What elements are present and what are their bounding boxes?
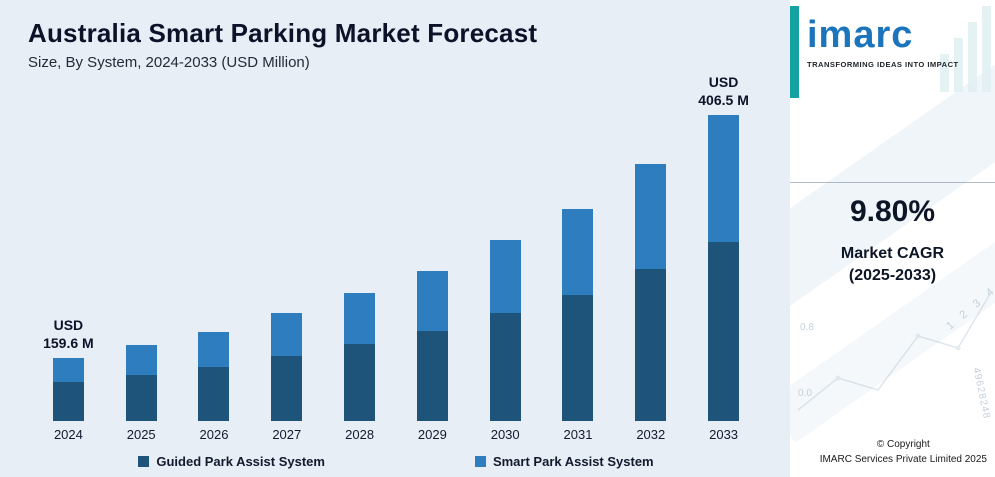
bar-segment (198, 332, 230, 368)
decorative-value: 0.8 (800, 322, 814, 333)
bar-column: USD 406.5 M (687, 71, 760, 422)
bar-segment (635, 269, 667, 422)
bar-segment (344, 344, 376, 422)
bar-column (250, 71, 323, 422)
copyright-notice: © Copyright IMARC Services Private Limit… (820, 437, 987, 467)
bar-column (323, 71, 396, 422)
bar-segment (489, 240, 521, 314)
stacked-bar (198, 332, 230, 422)
x-axis-label: 2032 (636, 427, 666, 443)
x-axis-label: 2024 (53, 427, 83, 443)
cagr-block: 9.80% Market CAGR (2025-2033) (790, 182, 995, 288)
bar-segment (52, 358, 84, 383)
chart-subtitle: Size, By System, 2024-2033 (USD Million) (28, 54, 310, 72)
bar-segment (562, 209, 594, 296)
bar-column (614, 71, 687, 422)
bar-segment (708, 115, 740, 243)
bar-segment (489, 313, 521, 422)
stacked-bar (416, 271, 448, 422)
legend-swatch-guided (138, 456, 150, 468)
bar-segment (562, 295, 594, 422)
bar-value-label: USD 406.5 M (698, 74, 749, 109)
decorative-bar-chart (940, 0, 991, 92)
x-axis-label: 2025 (126, 427, 156, 443)
copyright-line2: IMARC Services Private Limited 2025 (819, 454, 987, 465)
bar-segment (271, 356, 303, 422)
chart-title: Australia Smart Parking Market Forecast (28, 18, 538, 48)
bar-segment (635, 164, 667, 270)
imarc-logo: imarc TRANSFORMING IDEAS INTO IMPACT (807, 16, 959, 69)
stacked-bar (708, 115, 740, 422)
x-axis-label: 2030 (490, 427, 520, 443)
stacked-bar (562, 209, 594, 422)
cagr-label: Market CAGR (2025-2033) (790, 243, 995, 288)
imarc-tagline: TRANSFORMING IDEAS INTO IMPACT (807, 60, 959, 69)
bar-segment (125, 345, 157, 376)
cagr-label-line2: (2025-2033) (848, 267, 937, 285)
stacked-bar (344, 293, 376, 422)
chart-plot-area: USD 159.6 M USD 406.5 M (28, 71, 764, 422)
imarc-wordmark: imarc (807, 14, 914, 56)
bar-segment (125, 375, 157, 422)
x-axis-label: 2026 (199, 427, 229, 443)
bar-segment (416, 271, 448, 332)
brand-sidebar: 1 2 3 4 49628248 0.8 0.0 imarc TRANSFORM… (790, 0, 995, 477)
copyright-line1: © Copyright (876, 439, 930, 450)
legend-label-smart: Smart Park Assist System (492, 454, 654, 470)
cagr-label-line1: Market CAGR (840, 245, 945, 262)
teal-accent-bar (790, 6, 799, 98)
stacked-bar (635, 164, 667, 422)
chart-panel: Australia Smart Parking Market Forecast … (0, 0, 790, 477)
legend-label-guided: Guided Park Assist System (156, 454, 325, 470)
x-axis-label: 2031 (563, 427, 593, 443)
bar-segment (344, 293, 376, 345)
stacked-bar (271, 313, 303, 422)
bar-segment (52, 382, 84, 422)
decorative-line-chart (797, 293, 991, 411)
bar-segment (416, 331, 448, 422)
x-axis-label: 2028 (345, 427, 375, 443)
bar-column: USD 159.6 M (32, 71, 105, 422)
bar-segment (708, 242, 740, 422)
stacked-bar (52, 358, 84, 422)
divider-line (790, 182, 995, 183)
x-axis-labels: 2024 2025 2026 2027 2028 2029 2030 2031 2032 2033 (28, 427, 764, 442)
legend-item-smart-park-assist: Smart Park Assist System (474, 454, 654, 470)
x-axis-label: 2027 (272, 427, 302, 443)
bar-segment (271, 313, 303, 357)
bar-column (469, 71, 542, 422)
legend-item-guided-park-assist: Guided Park Assist System (138, 454, 325, 469)
bar-value-label: USD 159.6 M (43, 317, 94, 352)
bar-column (178, 71, 251, 422)
x-axis-label: 2033 (709, 427, 739, 443)
stacked-bar (125, 345, 157, 422)
cagr-value: 9.80% (849, 195, 936, 228)
bar-column (396, 71, 469, 422)
chart-legend: Guided Park Assist System Smart Park Ass… (28, 454, 764, 469)
decorative-value: 0.0 (798, 388, 812, 399)
x-axis-label: 2029 (417, 427, 447, 443)
legend-swatch-smart (474, 456, 486, 468)
bar-segment (198, 367, 230, 422)
stacked-bar (489, 240, 521, 422)
bar-column (105, 71, 178, 422)
bar-column (542, 71, 615, 422)
